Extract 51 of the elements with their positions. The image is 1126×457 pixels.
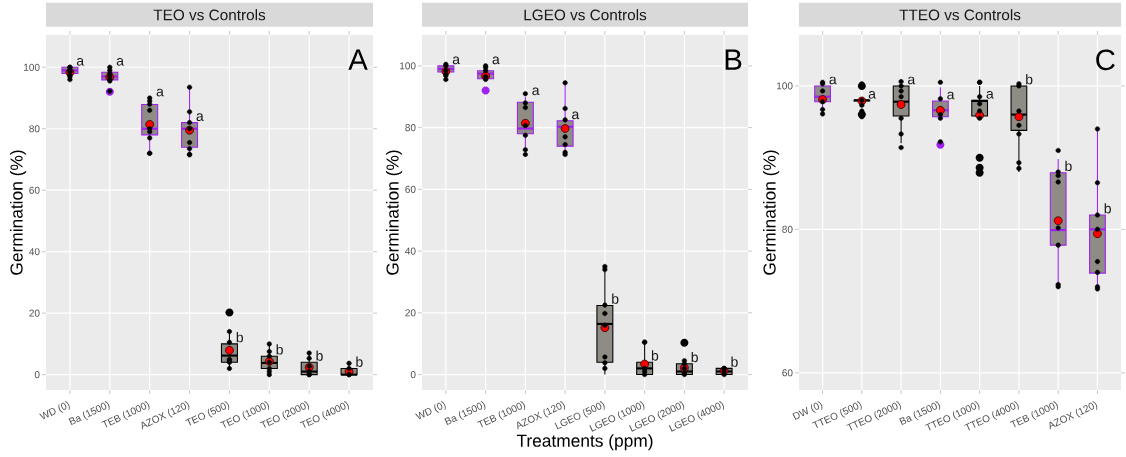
annotation: b	[691, 351, 698, 363]
y-tick-label: 40	[405, 247, 416, 255]
annotation: a	[986, 90, 994, 99]
chart-title: LGEO vs Controls	[524, 9, 647, 21]
annotation: a	[532, 87, 540, 96]
y-tick-label: 0	[34, 371, 40, 379]
y-tick-label: 20	[29, 309, 40, 317]
x-tick-label: WD (0)	[39, 401, 70, 420]
y-tick-label: 60	[29, 186, 40, 194]
annotation: a	[572, 111, 580, 120]
annotation: a	[868, 90, 876, 99]
annotation: b	[276, 344, 283, 355]
y-axis-title: Germination (%)	[9, 150, 27, 275]
y-tick-label: 80	[29, 125, 40, 133]
x-axis-title: Treatments (ppm)	[516, 434, 653, 451]
annotation: A	[348, 49, 368, 70]
chart-title: TEO vs Controls	[153, 9, 266, 21]
y-tick-label: 20	[405, 309, 416, 317]
y-tick-label: 80	[782, 225, 793, 233]
y-tick-label: 80	[405, 124, 416, 132]
annotation: b	[356, 356, 363, 367]
annotation: b	[1104, 203, 1111, 214]
y-tick-label: 60	[405, 185, 416, 193]
y-tick-label: 60	[782, 369, 793, 377]
y-tick-label: 0	[410, 371, 416, 379]
y-tick-label: 40	[29, 248, 40, 256]
annotation: b	[1065, 160, 1072, 172]
annotation: a	[947, 91, 955, 100]
annotation: a	[908, 76, 916, 85]
annotation: a	[156, 88, 164, 97]
annotation: B	[725, 49, 742, 70]
annotation: a	[116, 58, 124, 66]
annotation: b	[236, 332, 244, 343]
annotation: b	[1026, 74, 1033, 85]
y-tick-label: 100	[400, 62, 416, 70]
chart-title: TTEO vs Controls	[899, 9, 1021, 21]
annotation: a	[196, 113, 204, 122]
x-tick-label: WD (0)	[415, 401, 446, 420]
annotation: C	[1096, 49, 1115, 71]
annotation: b	[731, 356, 738, 367]
y-axis-title: Germination (%)	[385, 150, 403, 275]
y-tick-label: 100	[777, 82, 793, 90]
annotation: a	[452, 56, 461, 65]
annotation: b	[612, 293, 619, 304]
y-tick-label: 100	[24, 63, 40, 71]
annotation: a	[76, 58, 85, 66]
annotation: a	[829, 76, 837, 85]
y-axis-title: Germination (%)	[762, 150, 780, 275]
annotation: a	[492, 56, 500, 65]
annotation: b	[651, 350, 659, 361]
annotation: b	[316, 350, 323, 361]
